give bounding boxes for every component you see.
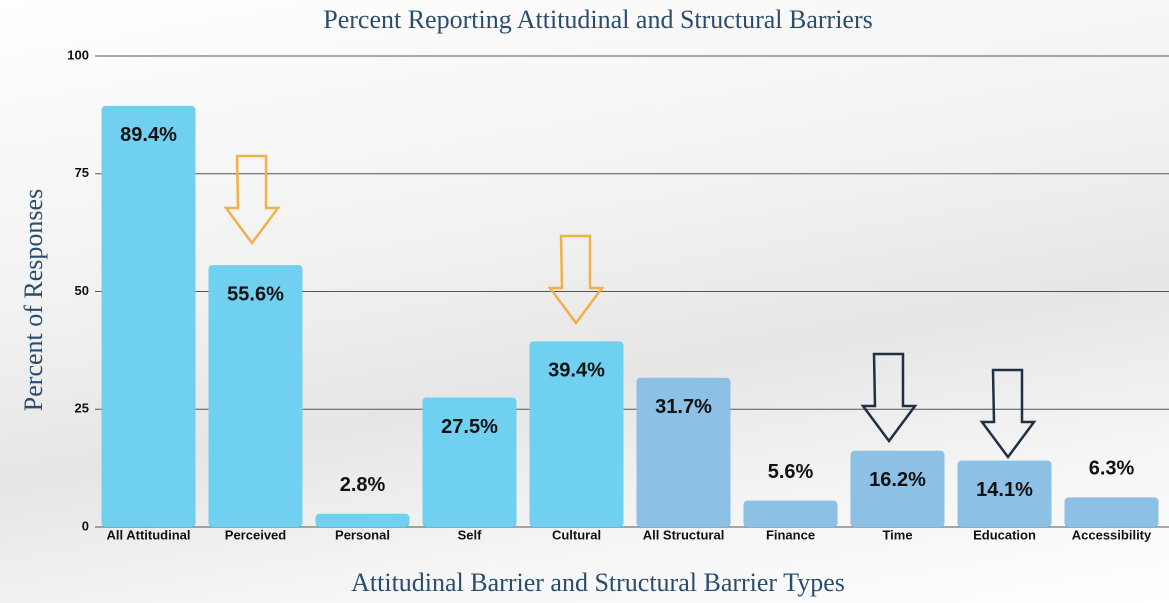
bar xyxy=(850,450,945,527)
bar xyxy=(101,105,196,528)
bar xyxy=(422,397,517,527)
x-tick-label: Self xyxy=(458,527,483,542)
value-label: 14.1% xyxy=(976,479,1033,501)
value-label: 89.4% xyxy=(120,124,177,146)
bar xyxy=(529,341,624,527)
arrow xyxy=(860,352,918,444)
y-tick-label: 75 xyxy=(75,165,89,180)
x-axis-title: Attitudinal Barrier and Structural Barri… xyxy=(351,568,845,597)
y-tick-label: 25 xyxy=(75,401,89,416)
x-tick-label: Time xyxy=(882,527,912,542)
x-tick-label: Education xyxy=(973,527,1036,542)
value-label: 2.8% xyxy=(340,474,386,496)
bar xyxy=(1064,497,1159,527)
bar xyxy=(957,460,1052,527)
value-label: 27.5% xyxy=(441,416,498,438)
x-tick-label: Cultural xyxy=(552,527,601,542)
x-tick-label: Finance xyxy=(766,527,815,542)
x-tick-label: Personal xyxy=(335,527,390,542)
chart-title: Percent Reporting Attitudinal and Struct… xyxy=(323,5,872,34)
value-label: 6.3% xyxy=(1089,458,1135,480)
arrows xyxy=(223,154,1037,460)
x-tick-label: Perceived xyxy=(225,527,286,542)
bar xyxy=(636,377,731,527)
value-label: 16.2% xyxy=(869,469,926,491)
value-label: 55.6% xyxy=(227,283,284,305)
value-label: 5.6% xyxy=(768,461,814,483)
value-label: 31.7% xyxy=(655,396,712,418)
plot: 0 25 50 75 100 89.4% All Attitudinal 55.6% Perce… xyxy=(67,47,1169,542)
x-tick-label: Accessibility xyxy=(1072,527,1152,542)
y-tick-label: 100 xyxy=(67,47,89,62)
arrow xyxy=(547,234,605,326)
y-axis-title: Percent of Responses xyxy=(19,189,48,411)
bar xyxy=(208,265,303,527)
x-tick-label: All Attitudinal xyxy=(106,527,190,542)
bar xyxy=(315,513,410,527)
arrow xyxy=(223,154,281,246)
bar xyxy=(743,500,838,527)
value-label: 39.4% xyxy=(548,360,605,382)
x-tick-label: All Structural xyxy=(643,527,725,542)
y-tick-label: 0 xyxy=(82,518,89,533)
y-tick-label: 50 xyxy=(75,283,89,298)
arrow xyxy=(979,368,1037,460)
